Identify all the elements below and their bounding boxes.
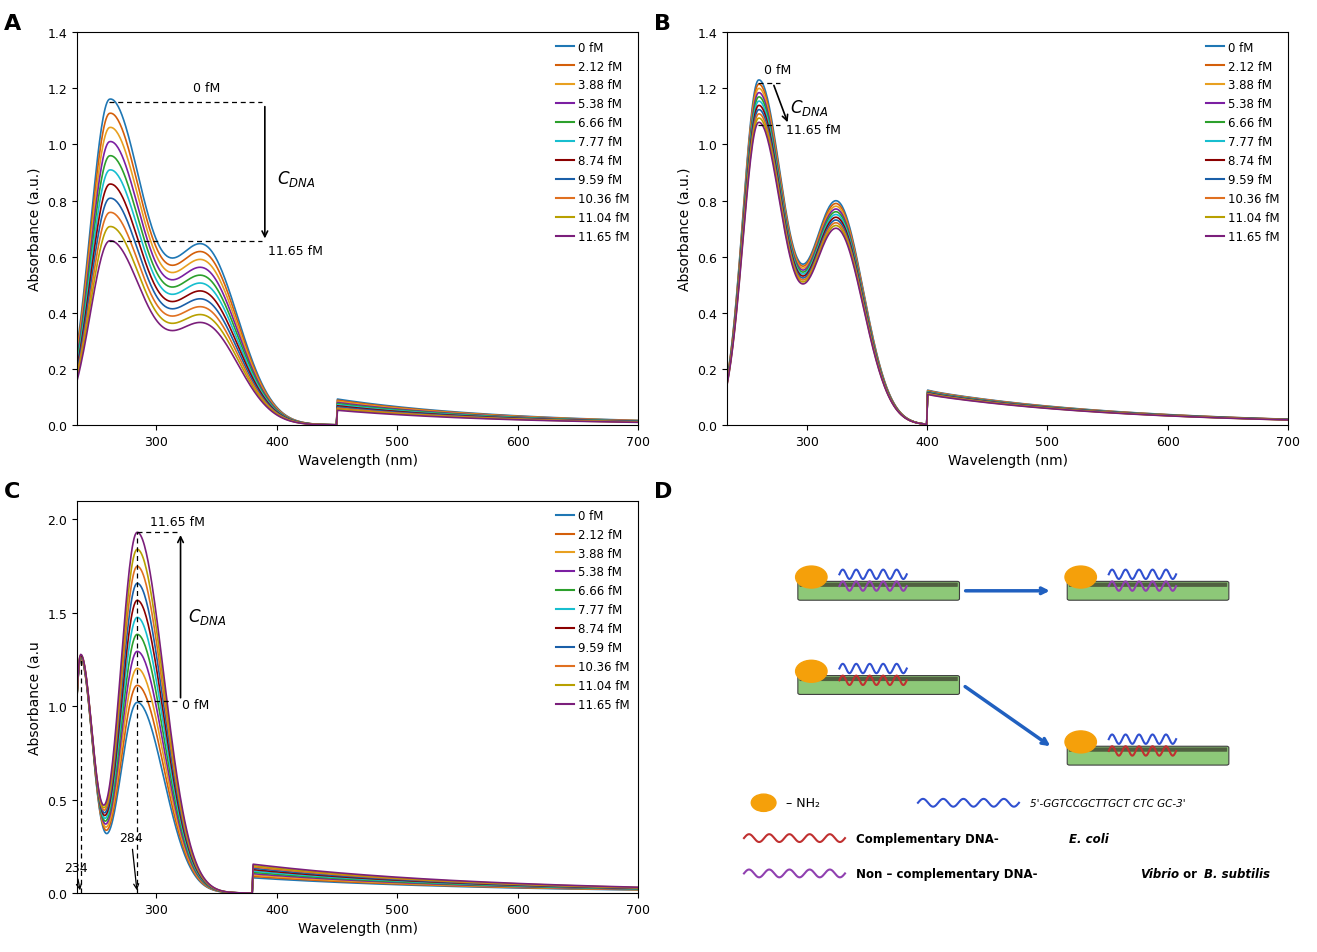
X-axis label: Wavelength (nm): Wavelength (nm) [948, 454, 1068, 467]
Circle shape [751, 794, 776, 811]
Text: $C_{DNA}$: $C_{DNA}$ [188, 606, 227, 626]
Legend: 0 fM, 2.12 fM, 3.88 fM, 5.38 fM, 6.66 fM, 7.77 fM, 8.74 fM, 9.59 fM, 10.36 fM, 1: 0 fM, 2.12 fM, 3.88 fM, 5.38 fM, 6.66 fM… [1204, 39, 1283, 246]
Text: D: D [655, 482, 673, 502]
X-axis label: Wavelength (nm): Wavelength (nm) [298, 454, 417, 467]
Text: 0 fM: 0 fM [182, 698, 209, 711]
Text: 11.65 fM: 11.65 fM [150, 515, 205, 528]
Circle shape [795, 661, 827, 683]
Text: 0 fM: 0 fM [764, 64, 792, 77]
Text: 234: 234 [65, 861, 88, 889]
Text: 11.65 fM: 11.65 fM [269, 245, 324, 258]
Y-axis label: Absorbance (a.u.): Absorbance (a.u.) [28, 168, 42, 291]
Legend: 0 fM, 2.12 fM, 3.88 fM, 5.38 fM, 6.66 fM, 7.77 fM, 8.74 fM, 9.59 fM, 10.36 fM, 1: 0 fM, 2.12 fM, 3.88 fM, 5.38 fM, 6.66 fM… [553, 39, 632, 246]
FancyBboxPatch shape [1069, 583, 1227, 587]
FancyBboxPatch shape [799, 677, 957, 682]
Text: or: or [1179, 867, 1201, 880]
Text: Non – complementary DNA-: Non – complementary DNA- [856, 867, 1038, 880]
Circle shape [1065, 731, 1097, 753]
FancyBboxPatch shape [798, 676, 960, 695]
Y-axis label: Absorbance (a.u: Absorbance (a.u [28, 641, 42, 754]
Legend: 0 fM, 2.12 fM, 3.88 fM, 5.38 fM, 6.66 fM, 7.77 fM, 8.74 fM, 9.59 fM, 10.36 fM, 1: 0 fM, 2.12 fM, 3.88 fM, 5.38 fM, 6.66 fM… [553, 506, 632, 713]
Text: Complementary DNA-: Complementary DNA- [856, 832, 1000, 844]
Circle shape [795, 566, 827, 588]
Text: B: B [655, 13, 672, 33]
Text: $C_{DNA}$: $C_{DNA}$ [277, 169, 315, 188]
FancyBboxPatch shape [1067, 746, 1229, 765]
X-axis label: Wavelength (nm): Wavelength (nm) [298, 922, 417, 936]
FancyBboxPatch shape [798, 582, 960, 601]
Text: C: C [4, 482, 20, 502]
Text: E. coli: E. coli [1069, 832, 1109, 844]
Text: 5'-GGTCCGCTTGCT CTC GC-3': 5'-GGTCCGCTTGCT CTC GC-3' [1030, 798, 1185, 808]
FancyBboxPatch shape [799, 583, 957, 587]
Text: Vibrio: Vibrio [1139, 867, 1179, 880]
Y-axis label: Absorbance (a.u.): Absorbance (a.u.) [678, 168, 691, 291]
Text: 0 fM: 0 fM [192, 82, 220, 95]
Text: – NH₂: – NH₂ [786, 797, 820, 809]
Text: $C_{DNA}$: $C_{DNA}$ [790, 97, 828, 117]
Text: 284: 284 [120, 831, 144, 889]
FancyBboxPatch shape [1067, 582, 1229, 601]
FancyBboxPatch shape [1069, 747, 1227, 752]
Text: 11.65 fM: 11.65 fM [786, 124, 842, 137]
Text: B. subtilis: B. subtilis [1204, 867, 1270, 880]
Circle shape [1065, 566, 1097, 588]
Text: A: A [4, 13, 21, 33]
